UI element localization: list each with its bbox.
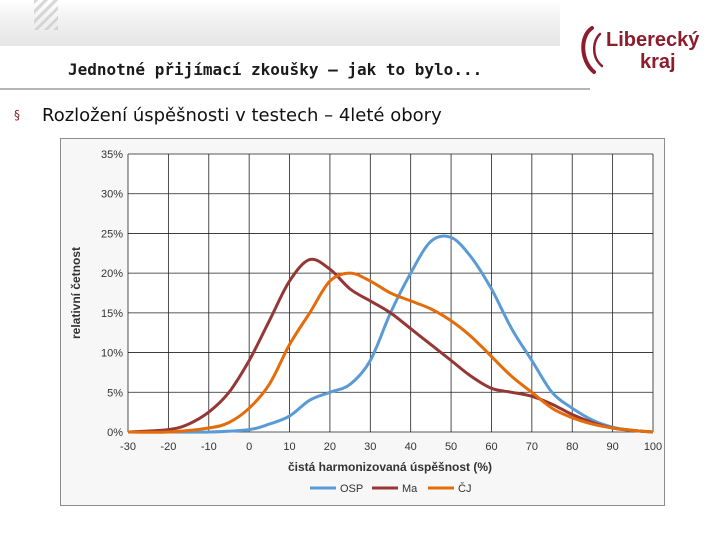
legend-label-2: ČJ (458, 482, 471, 495)
y-tick-label-0: 0% (107, 427, 123, 439)
x-tick-label-13: 100 (644, 441, 662, 453)
logo-line1: Liberecký (606, 29, 700, 51)
decorative-stripes (34, 0, 58, 30)
x-axis-title: čistá harmonizovaná úspěšnost (%) (288, 460, 492, 474)
y-axis-title: relativní četnost (69, 247, 83, 339)
y-tick-label-1: 5% (107, 387, 123, 399)
distribution-chart: -30 -20 -10 0 10 20 30 40 50 60 70 80 90 100 0% 5% 10% 1… (69, 149, 662, 495)
y-tick-label-5: 25% (101, 228, 123, 240)
liberecky-kraj-logo: Liberecký kraj (581, 26, 700, 74)
y-tick-label-6: 30% (101, 189, 123, 201)
x-tick-label-8: 50 (445, 441, 457, 453)
slide-title: Jednotné přijímací zkoušky – jak to bylo… (68, 60, 483, 79)
y-tick-label-4: 20% (101, 268, 123, 280)
header-band (0, 0, 560, 46)
y-tick-label-7: 35% (101, 149, 123, 161)
title-divider (0, 88, 590, 90)
logo-line2: kraj (640, 51, 676, 73)
x-tick-label-7: 40 (405, 441, 417, 453)
series-line-0 (127, 234, 654, 434)
x-tick-label-9: 60 (485, 441, 497, 453)
y-tick-label-2: 10% (101, 348, 123, 360)
series-line-1 (127, 257, 654, 434)
y-tick-label-3: 15% (101, 308, 123, 320)
chart-legend: OSP Ma ČJ (310, 482, 471, 495)
legend-label-0: OSP (340, 483, 363, 495)
bullet-marker-icon: § (14, 108, 20, 122)
legend-label-1: Ma (402, 483, 418, 495)
x-tick-label-1: -20 (160, 441, 176, 453)
x-tick-label-3: 0 (246, 441, 252, 453)
logo-swoosh-icon (581, 26, 596, 74)
x-tick-label-10: 70 (526, 441, 538, 453)
x-tick-label-4: 10 (283, 441, 295, 453)
series-line-2 (127, 271, 654, 434)
x-tick-label-6: 30 (364, 441, 376, 453)
bullet-text: Rozložení úspěšnosti v testech – 4leté o… (42, 105, 442, 126)
x-tick-label-2: -10 (201, 441, 217, 453)
x-tick-label-11: 80 (566, 441, 578, 453)
x-tick-label-0: -30 (120, 441, 136, 453)
x-tick-label-5: 20 (324, 441, 336, 453)
x-tick-label-12: 90 (606, 441, 618, 453)
